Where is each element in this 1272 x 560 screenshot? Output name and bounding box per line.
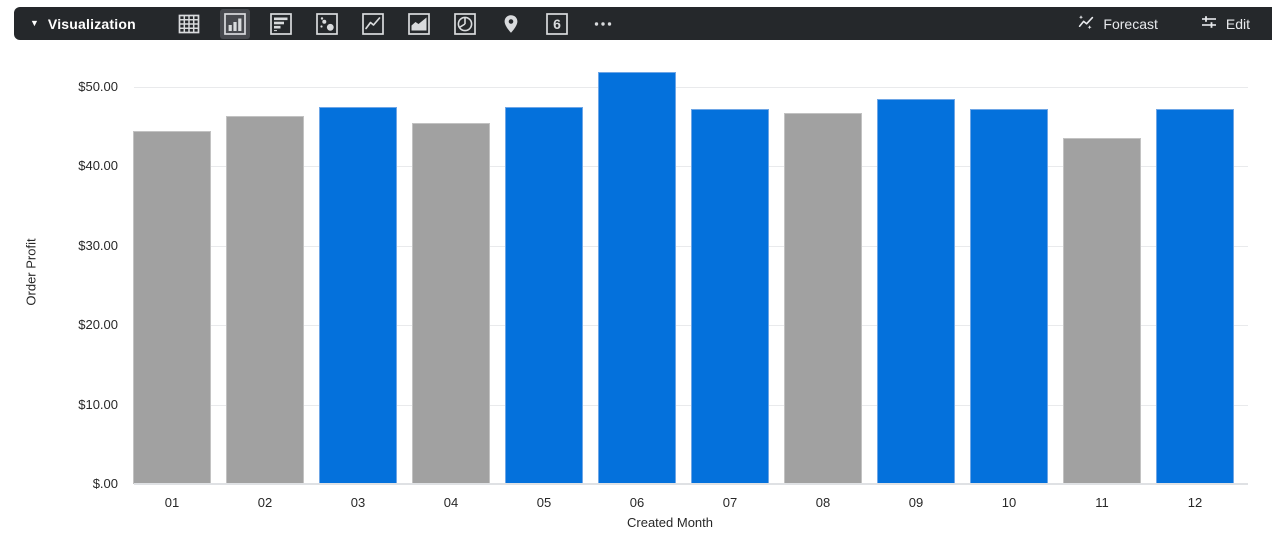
single-value-icon: 6 xyxy=(545,12,568,35)
pie-chart-icon xyxy=(453,12,476,35)
x-axis-tick-label: 12 xyxy=(1187,495,1203,510)
toolbar-title: Visualization xyxy=(47,15,136,32)
bar-month-05[interactable] xyxy=(505,106,583,484)
y-axis-tick-label: $10.00 xyxy=(78,396,118,412)
more-icon xyxy=(592,13,614,35)
gridline xyxy=(134,87,1248,88)
forecast-button[interactable]: Forecast xyxy=(1077,13,1158,34)
visualization-toolbar: ▼ Visualization xyxy=(14,7,1272,40)
x-axis-tick-label: 01 xyxy=(164,495,180,510)
scatter-icon xyxy=(315,12,338,35)
viz-type-line-chart-button[interactable] xyxy=(358,9,388,39)
bar-month-11[interactable] xyxy=(1063,137,1141,484)
svg-text:6: 6 xyxy=(553,16,561,32)
y-axis-tick-label: $50.00 xyxy=(78,79,118,94)
bar-month-01[interactable] xyxy=(133,130,211,484)
line-chart-icon xyxy=(361,12,384,35)
chart-type-buttons: 6 xyxy=(174,8,618,39)
x-axis-tick-label: 07 xyxy=(722,495,738,510)
x-axis-tick-label: 02 xyxy=(257,495,273,510)
viz-type-scatter-button[interactable] xyxy=(312,9,342,39)
bar-month-07[interactable] xyxy=(691,109,769,484)
map-icon xyxy=(500,13,522,35)
y-axis-tick-label: $.00 xyxy=(92,476,118,491)
x-axis-tick-label: 09 xyxy=(908,495,924,510)
column-chart-icon xyxy=(223,12,246,35)
forecast-label: Forecast xyxy=(1103,15,1158,32)
viz-type-bar-chart-button[interactable] xyxy=(266,9,296,39)
edit-label: Edit xyxy=(1225,15,1250,32)
bar-month-03[interactable] xyxy=(319,106,397,484)
viz-type-table-button[interactable] xyxy=(174,9,204,39)
bar-month-12[interactable] xyxy=(1156,109,1234,484)
viz-type-pie-chart-button[interactable] xyxy=(450,9,480,39)
y-axis-tick-label: $20.00 xyxy=(78,317,118,333)
chevron-down-icon: ▼ xyxy=(30,18,39,28)
area-chart-icon xyxy=(407,12,430,35)
x-axis-tick-label: 03 xyxy=(350,495,366,510)
x-axis-tick-label: 04 xyxy=(443,495,459,510)
viz-type-column-chart-button[interactable] xyxy=(219,8,250,39)
x-axis-tick-label: 06 xyxy=(629,495,645,510)
y-axis-tick-label: $40.00 xyxy=(78,158,118,174)
forecast-sparkline-icon xyxy=(1077,13,1095,34)
y-axis-title: Order Profit xyxy=(23,238,39,306)
edit-button[interactable]: Edit xyxy=(1200,13,1250,34)
x-axis-tick-label: 08 xyxy=(815,495,831,510)
viz-type-map-button[interactable] xyxy=(496,9,526,39)
bar-month-08[interactable] xyxy=(784,113,862,484)
settings-sliders-icon xyxy=(1200,13,1218,34)
bar-month-09[interactable] xyxy=(877,98,955,484)
x-axis-line xyxy=(134,483,1248,485)
viz-type-area-chart-button[interactable] xyxy=(404,9,434,39)
table-icon xyxy=(178,13,200,35)
x-axis-tick-label: 05 xyxy=(536,495,552,510)
visualization-collapse-toggle[interactable]: ▼ Visualization xyxy=(30,16,136,32)
y-axis-tick-label: $30.00 xyxy=(78,237,118,253)
x-axis-tick-label: 10 xyxy=(1001,495,1017,510)
bar-month-06[interactable] xyxy=(598,71,676,484)
viz-type-more-button[interactable] xyxy=(588,9,618,39)
bar-chart-icon xyxy=(269,12,292,35)
viz-type-single-value-button[interactable]: 6 xyxy=(542,9,572,39)
bar-month-04[interactable] xyxy=(412,122,490,484)
x-axis-tick-label: 11 xyxy=(1095,495,1109,510)
bar-month-10[interactable] xyxy=(970,109,1048,484)
x-axis-title: Created Month xyxy=(627,515,713,530)
bar-month-02[interactable] xyxy=(226,116,304,484)
